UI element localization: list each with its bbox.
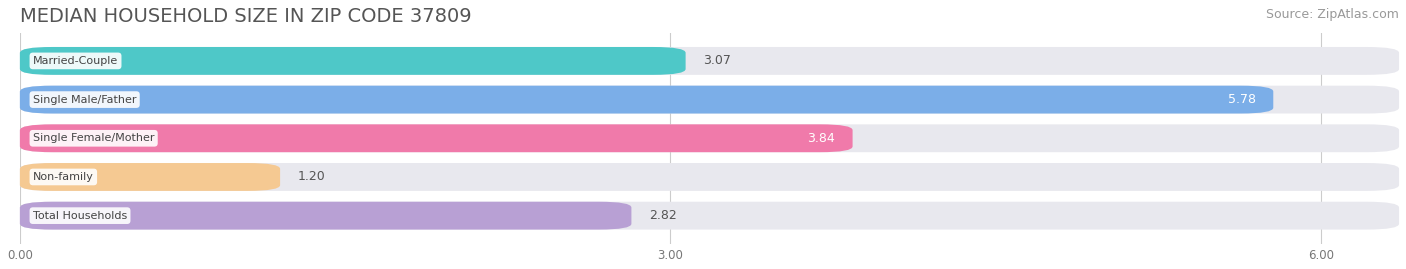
Text: 2.82: 2.82: [648, 209, 676, 222]
FancyBboxPatch shape: [20, 202, 631, 229]
FancyBboxPatch shape: [20, 47, 1399, 75]
FancyBboxPatch shape: [20, 86, 1399, 114]
FancyBboxPatch shape: [20, 86, 1274, 114]
Text: 3.07: 3.07: [703, 54, 731, 68]
FancyBboxPatch shape: [20, 47, 686, 75]
Text: Single Female/Mother: Single Female/Mother: [32, 133, 155, 143]
FancyBboxPatch shape: [20, 124, 852, 152]
Text: Source: ZipAtlas.com: Source: ZipAtlas.com: [1265, 8, 1399, 21]
FancyBboxPatch shape: [20, 124, 1399, 152]
FancyBboxPatch shape: [20, 202, 1399, 229]
Text: Non-family: Non-family: [32, 172, 94, 182]
Text: 1.20: 1.20: [298, 171, 325, 183]
Text: MEDIAN HOUSEHOLD SIZE IN ZIP CODE 37809: MEDIAN HOUSEHOLD SIZE IN ZIP CODE 37809: [20, 7, 471, 26]
FancyBboxPatch shape: [20, 163, 1399, 191]
Text: Total Households: Total Households: [32, 211, 127, 221]
Text: Single Male/Father: Single Male/Father: [32, 95, 136, 105]
Text: Married-Couple: Married-Couple: [32, 56, 118, 66]
FancyBboxPatch shape: [20, 163, 280, 191]
Text: 5.78: 5.78: [1227, 93, 1256, 106]
Text: 3.84: 3.84: [807, 132, 835, 145]
